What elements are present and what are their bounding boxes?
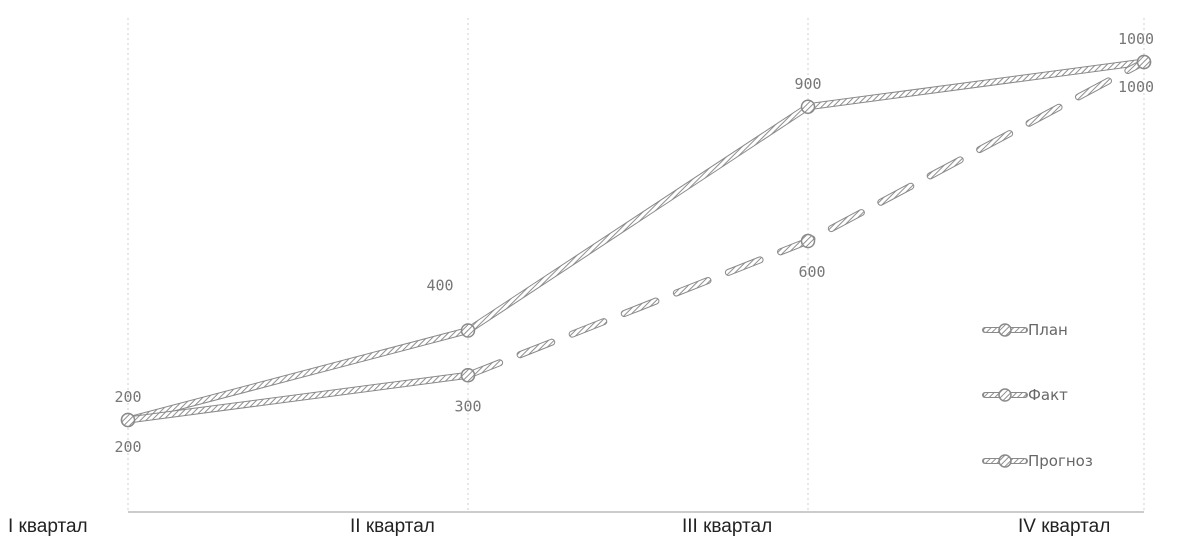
series-plan-point-3 — [800, 99, 816, 114]
series-plan-point-2 — [460, 323, 476, 338]
data-label-4: 1000 — [1118, 30, 1154, 48]
series-layer — [120, 54, 1152, 428]
data-label-7: 600 — [798, 263, 825, 281]
series-plan-line — [125, 59, 1147, 423]
grid-lines — [127, 18, 1145, 512]
series-forecast-point-3 — [800, 233, 816, 249]
x-tick-label-4: IV квартал — [1018, 516, 1110, 537]
legend: План Факт Прогноз — [982, 321, 1093, 470]
series-forecast-point-4 — [1136, 54, 1152, 70]
x-tick-label-1: I квартал — [8, 516, 88, 537]
data-label-3: 900 — [794, 75, 821, 93]
legend-label-plan: План — [1028, 321, 1068, 339]
series-plan-outline — [124, 58, 1148, 424]
x-tick-label-3: III квартал — [682, 516, 772, 537]
x-tick-label-2: II квартал — [350, 516, 435, 537]
series-fact-line — [125, 372, 471, 423]
legend-label-forecast: Прогноз — [1028, 452, 1093, 470]
legend-label-fact: Факт — [1028, 386, 1068, 404]
x-tick-labels: I квартал II квартал III квартал IV квартал — [8, 516, 1110, 537]
data-label-1: 200 — [114, 388, 141, 406]
data-label-5: 200 — [114, 438, 141, 456]
data-labels: 200 400 900 1000 200 300 600 1000 — [114, 30, 1154, 456]
data-label-8: 1000 — [1118, 78, 1154, 96]
series-forecast-point-2 — [460, 368, 476, 383]
legend-marker-plan — [998, 323, 1012, 337]
legend-marker-fact — [998, 388, 1012, 402]
data-label-2: 400 — [426, 277, 453, 295]
series-fact-point-1 — [120, 412, 136, 428]
legend-marker-forecast — [998, 454, 1012, 468]
data-label-6: 300 — [454, 397, 481, 415]
